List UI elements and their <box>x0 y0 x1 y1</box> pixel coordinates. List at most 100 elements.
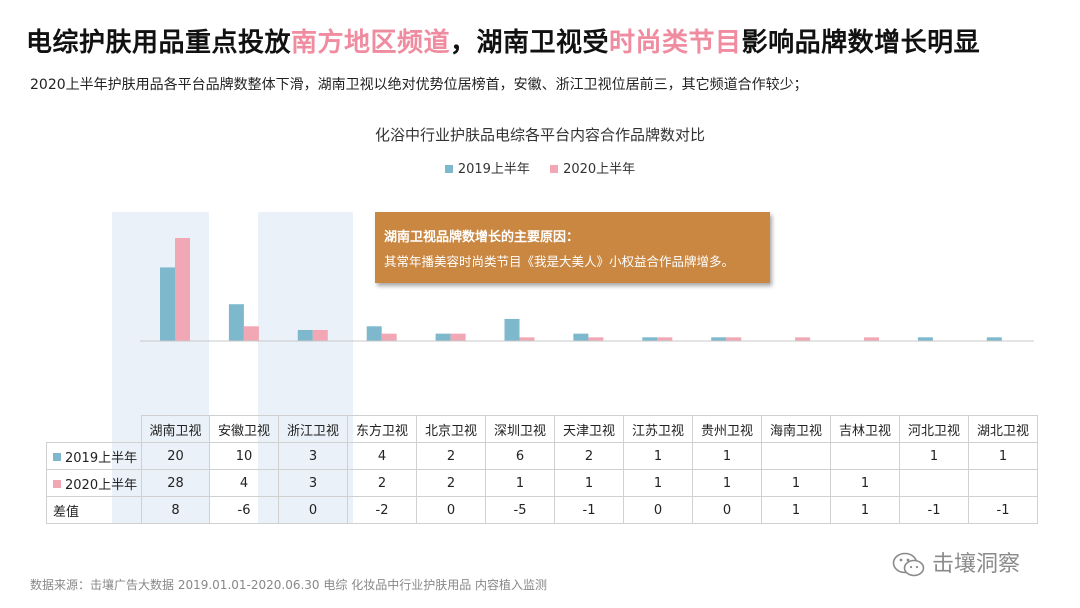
bar-2020-9 <box>795 337 811 341</box>
bar-2020-0 <box>175 238 190 341</box>
table-cell: 1 <box>692 469 762 497</box>
bar-2019-11 <box>917 337 933 341</box>
table-row: 2019上半年 20 10 3 4 2 6 2 1 1 1 1 <box>46 442 1038 470</box>
page-title: 电综护肤用品重点投放南方地区频道，湖南卫视受时尚类节目影响品牌数增长明显 <box>26 28 981 58</box>
table-cell <box>761 442 831 470</box>
table-cell: 8 <box>141 496 210 524</box>
table-col-header: 海南卫视 <box>761 415 831 443</box>
bar-2020-8 <box>726 337 742 341</box>
table-cell: -2 <box>347 496 417 524</box>
table-cell: 1 <box>761 496 831 524</box>
bar-2019-1 <box>228 304 244 341</box>
table-cell <box>968 469 1038 497</box>
table-cell: 1 <box>899 442 969 470</box>
table-cell: 0 <box>692 496 762 524</box>
table-col-header: 浙江卫视 <box>278 415 348 443</box>
bar-2019-0 <box>160 267 175 341</box>
table-cell: 4 <box>347 442 417 470</box>
table-cell: 1 <box>623 442 693 470</box>
page-subtitle: 2020上半年护肤用品各平台品牌数整体下滑，湖南卫视以绝对优势位居榜首，安徽、浙… <box>30 77 808 93</box>
table-cell <box>899 469 969 497</box>
row-swatch-2020 <box>53 480 61 488</box>
table-cell: 2 <box>554 442 624 470</box>
chart-title: 化浴中行业护肤品电综各平台内容合作品牌数对比 <box>374 126 705 144</box>
table-header-row: 湖南卫视 安徽卫视 浙江卫视 东方卫视 北京卫视 深圳卫视 天津卫视 江苏卫视 … <box>46 415 1038 443</box>
bar-2020-2 <box>312 329 328 341</box>
bar-2019-4 <box>435 333 451 341</box>
callout-box: 湖南卫视品牌数增长的主要原因： 其常年播美容时尚类节目《我是大美人》小权益合作品… <box>375 212 770 283</box>
table-cell: 4 <box>209 469 279 497</box>
table-cell: 3 <box>278 442 348 470</box>
bar-2019-6 <box>573 333 589 341</box>
watermark-text: 击壤洞察 <box>932 552 1021 577</box>
legend-label-2019: 2019上半年 <box>457 162 530 177</box>
table-cell: 0 <box>278 496 348 524</box>
bar-2020-10 <box>864 337 879 341</box>
bar-2019-7 <box>642 337 658 341</box>
table-col-header: 天津卫视 <box>554 415 624 443</box>
table-row: 2020上半年 28 4 3 2 2 1 1 1 1 1 1 <box>46 469 1038 497</box>
bar-2019-12 <box>986 337 1002 341</box>
legend-item-2020: 2020上半年 <box>550 158 635 177</box>
bar-2019-2 <box>297 329 313 341</box>
table-cell: 6 <box>485 442 555 470</box>
legend-label-2020: 2020上半年 <box>563 162 636 177</box>
bar-2020-6 <box>588 337 604 341</box>
callout-heading: 湖南卫视品牌数增长的主要原因： <box>384 230 580 245</box>
table-cell: 2 <box>416 442 486 470</box>
bar-2020-1 <box>243 326 259 341</box>
table-cell: -1 <box>899 496 969 524</box>
table-col-header: 湖南卫视 <box>141 415 210 443</box>
table-col-header: 北京卫视 <box>416 415 486 443</box>
legend-swatch-2020 <box>550 164 559 173</box>
table-cell: 1 <box>761 469 831 497</box>
table-col-header: 江苏卫视 <box>623 415 693 443</box>
bar-2020-4 <box>450 333 466 341</box>
table-col-header: 深圳卫视 <box>485 415 555 443</box>
table-cell: 20 <box>141 442 210 470</box>
table-cell: 28 <box>141 469 210 497</box>
table-cell: 10 <box>209 442 279 470</box>
bar-2019-3 <box>366 326 382 341</box>
table-col-header: 湖北卫视 <box>968 415 1038 443</box>
bar-2019-8 <box>711 337 727 341</box>
table-cell: -1 <box>554 496 624 524</box>
legend-swatch-2019 <box>444 164 453 173</box>
table-cell: 0 <box>416 496 486 524</box>
table-row-label: 2020上半年 <box>46 469 142 497</box>
wechat-icon <box>892 552 925 577</box>
table-cell <box>830 442 900 470</box>
data-source-note: 数据来源：击壤广告大数据 2019.01.01-2020.06.30 电综 化妆… <box>30 578 548 592</box>
table-cell: -6 <box>209 496 279 524</box>
table-col-header: 东方卫视 <box>347 415 417 443</box>
table-cell: -5 <box>485 496 555 524</box>
table-cell: 1 <box>968 442 1038 470</box>
table-row-label: 2019上半年 <box>46 442 142 470</box>
bar-2020-5 <box>519 337 535 341</box>
table-cell: -1 <box>968 496 1038 524</box>
table-cell: 1 <box>830 496 900 524</box>
table-cell: 1 <box>830 469 900 497</box>
row-swatch-2019 <box>53 453 61 461</box>
bar-2019-5 <box>504 318 520 341</box>
table-cell: 2 <box>347 469 417 497</box>
bar-2020-3 <box>381 333 397 341</box>
table-cell: 1 <box>485 469 555 497</box>
table-col-header: 吉林卫视 <box>830 415 900 443</box>
data-table: 湖南卫视 安徽卫视 浙江卫视 东方卫视 北京卫视 深圳卫视 天津卫视 江苏卫视 … <box>46 415 1038 524</box>
bar-2020-7 <box>657 337 673 341</box>
legend-item-2019: 2019上半年 <box>444 158 530 177</box>
table-cell: 1 <box>554 469 624 497</box>
table-col-header: 安徽卫视 <box>209 415 279 443</box>
table-row: 差值 8 -6 0 -2 0 -5 -1 0 0 1 1 -1 -1 <box>46 496 1038 524</box>
table-cell: 1 <box>692 442 762 470</box>
table-col-header: 贵州卫视 <box>692 415 762 443</box>
table-corner <box>46 415 142 443</box>
watermark: 击壤洞察 <box>892 546 1020 578</box>
chart-legend: 2019上半年 2020上半年 <box>0 158 1080 177</box>
table-cell: 2 <box>416 469 486 497</box>
callout-body: 其常年播美容时尚类节目《我是大美人》小权益合作品牌增多。 <box>384 254 735 269</box>
table-cell: 0 <box>623 496 693 524</box>
table-cell: 3 <box>278 469 348 497</box>
table-cell: 1 <box>623 469 693 497</box>
